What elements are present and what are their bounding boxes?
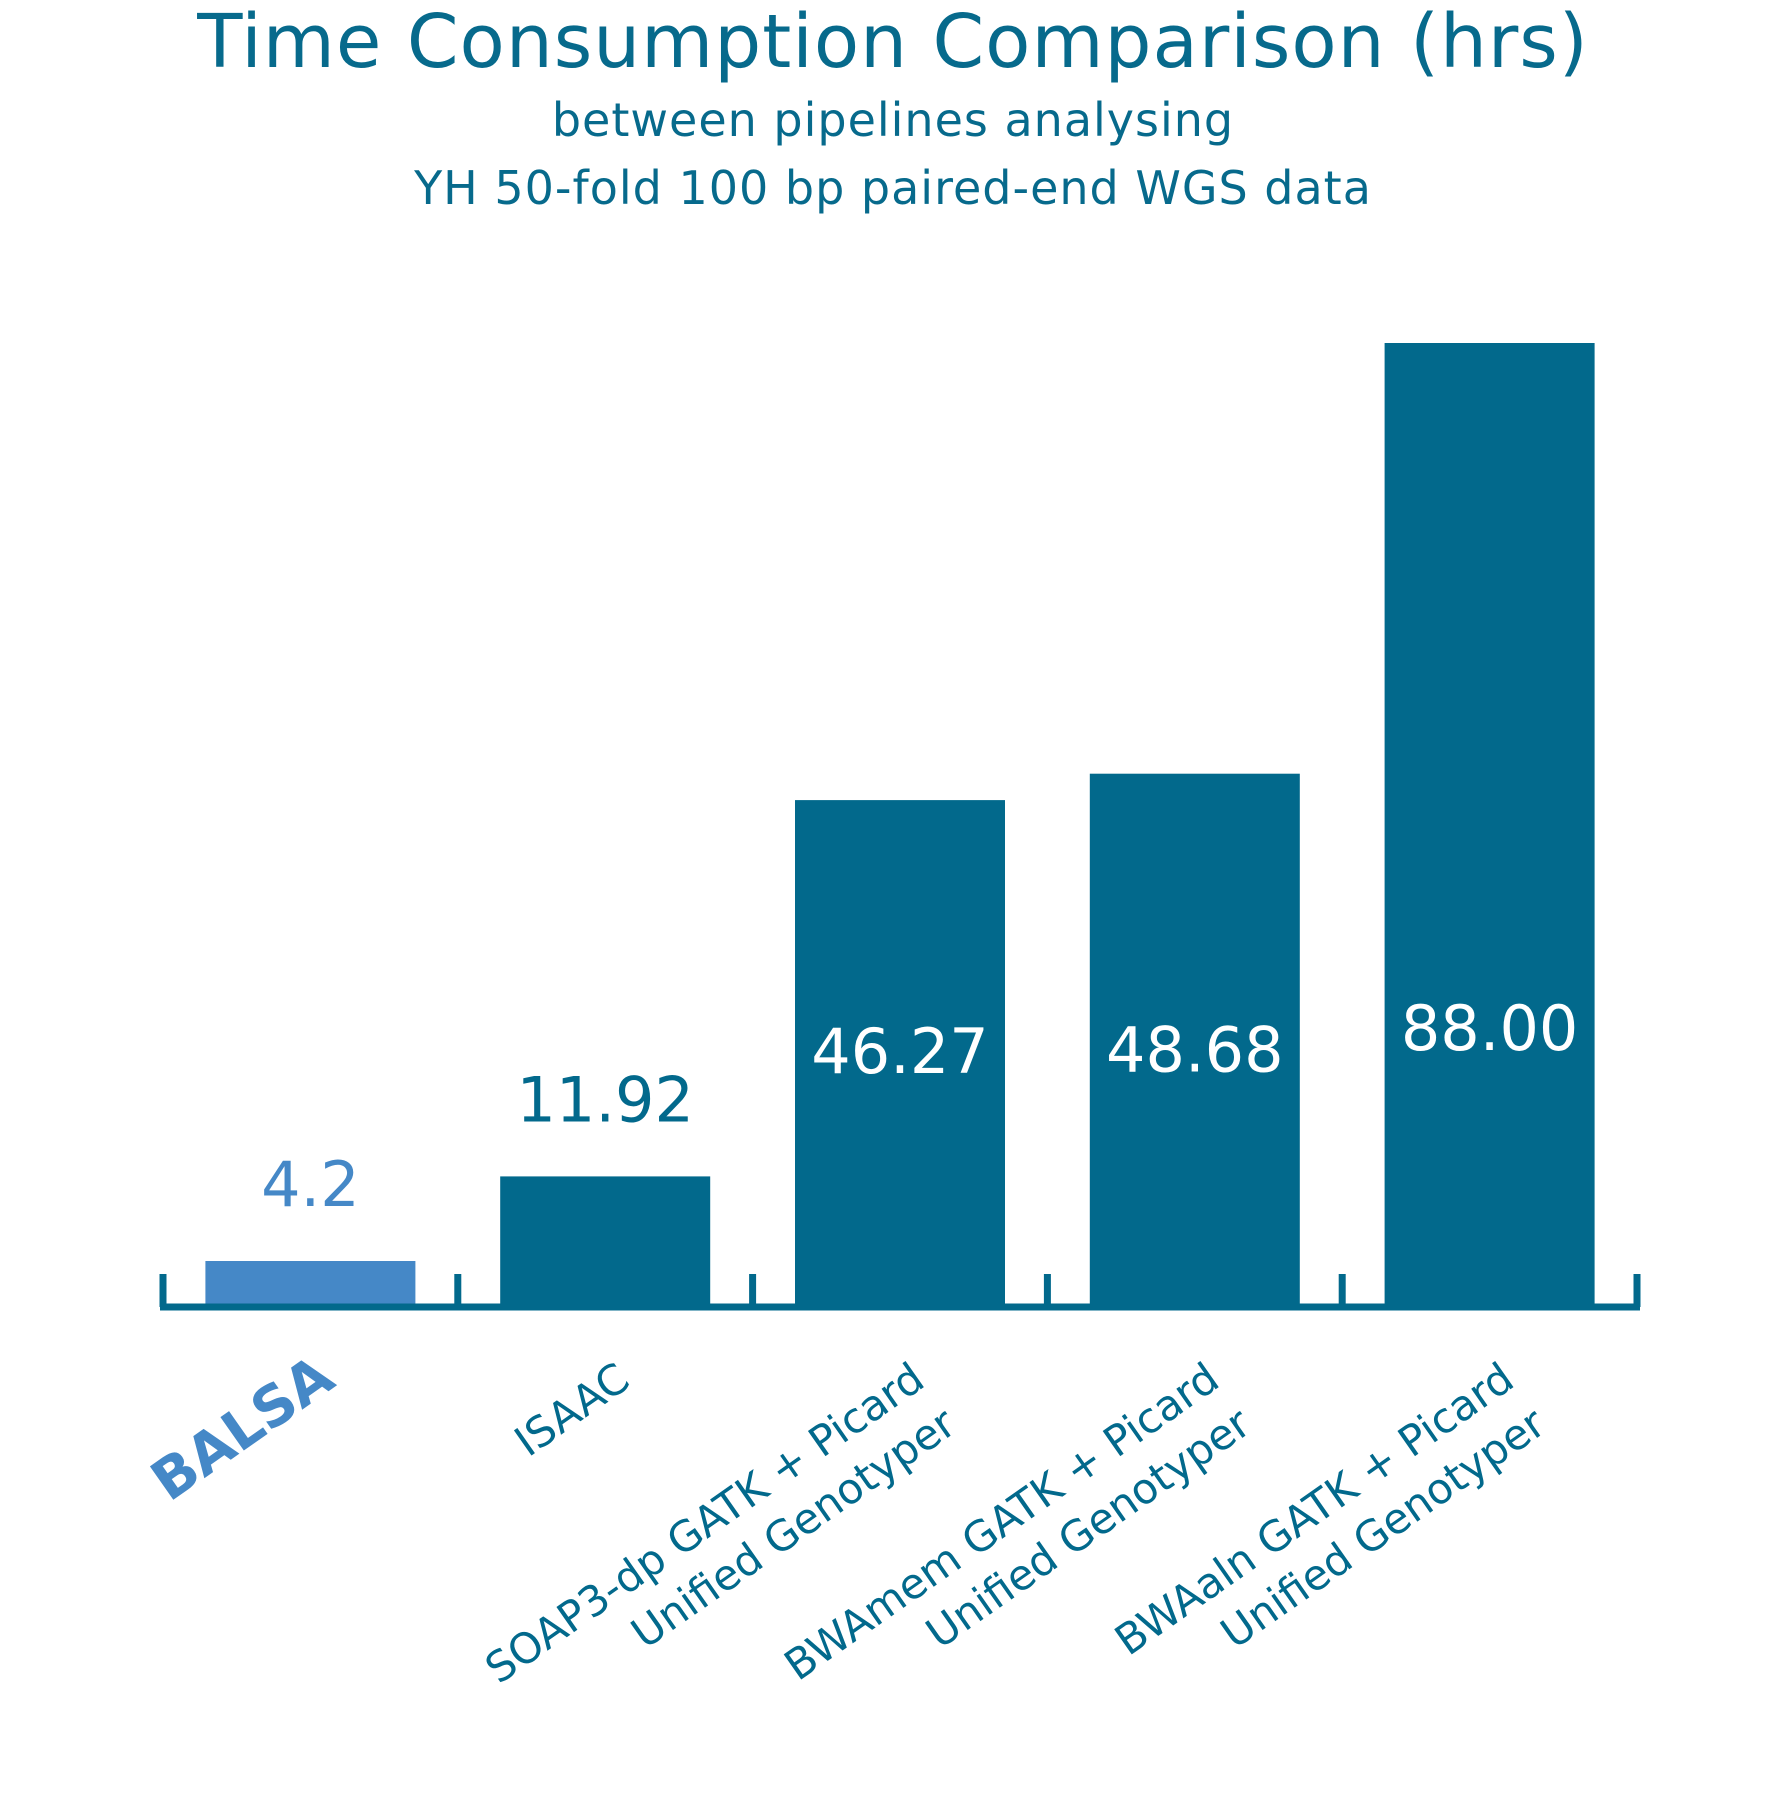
category-label-0: BALSA (140, 1343, 346, 1514)
bar-0 (205, 1261, 416, 1307)
category-label-1: ISAAC (506, 1353, 638, 1466)
value-label-1: 11.92 (516, 1063, 694, 1136)
chart-subtitle-line-2: YH 50-fold 100 bp paired-end WGS data (414, 161, 1372, 215)
bar-3 (1089, 773, 1300, 1307)
bar-1 (500, 1176, 711, 1307)
bar-2 (795, 800, 1005, 1307)
chart-subtitle-line-1: between pipelines analysing (551, 93, 1235, 147)
category-label-1-line-0: ISAAC (506, 1353, 638, 1466)
category-label-0-line-0: BALSA (140, 1343, 346, 1514)
bar-4 (1384, 343, 1595, 1307)
value-label-4: 88.00 (1401, 992, 1579, 1065)
value-label-2: 46.27 (811, 1015, 989, 1088)
value-label-0: 4.2 (261, 1148, 360, 1221)
value-label-3: 48.68 (1106, 1014, 1284, 1087)
chart-title: Time Consumption Comparison (hrs) (197, 0, 1589, 85)
